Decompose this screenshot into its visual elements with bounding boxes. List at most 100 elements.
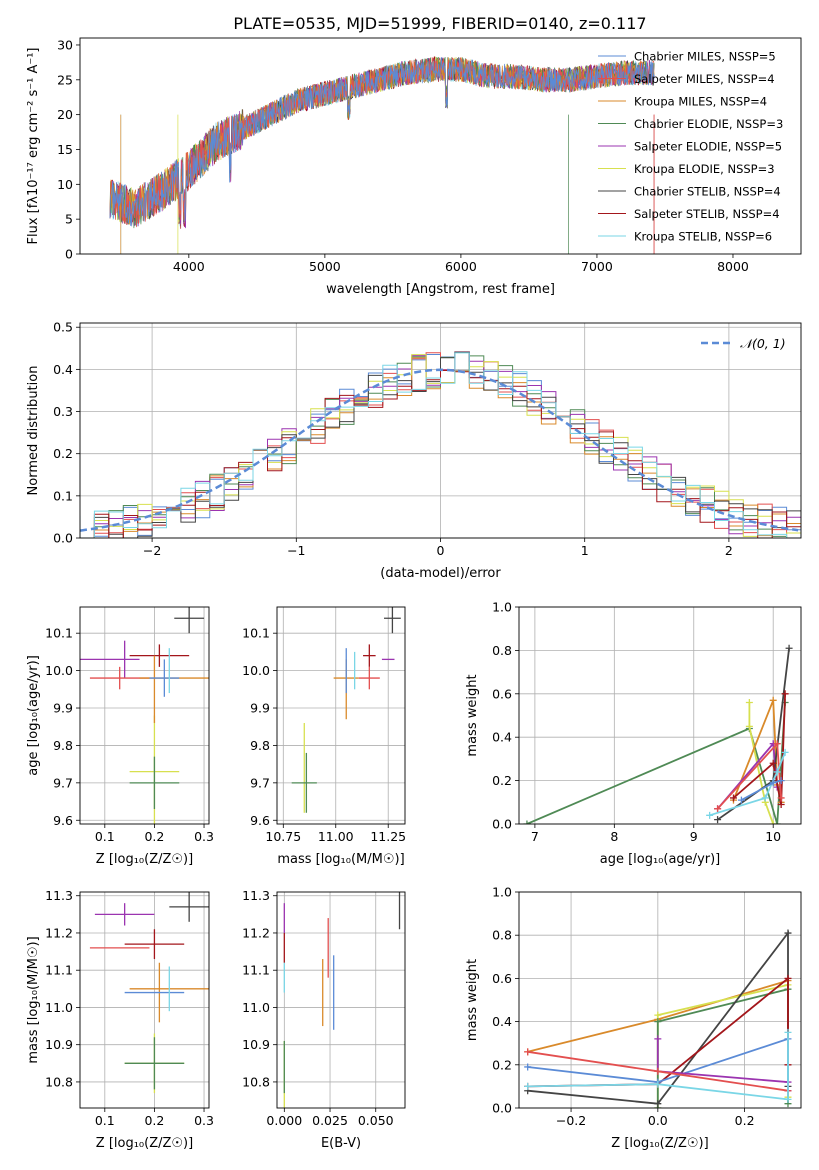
y-tick-label: 10.8 [45,1074,73,1089]
weight-point [769,759,777,767]
y-tick-label: 0.3 [53,404,73,419]
y-tick-label: 0.8 [492,928,512,943]
legend-label: Kroupa MILES, NSSP=4 [634,95,767,109]
chart-mass-vs-z: 0.1 0.2 0.3 10.8 10.9 11.0 11.1 11.2 11.3 Z [log₁… [26,888,214,1151]
weight-point [769,820,777,824]
x-axis-label: age [log₁₀(age/yr)] [600,852,721,867]
weight-point [524,1048,532,1056]
weight-point [784,1028,792,1036]
plot-area [283,892,401,1108]
y-tick-label: 0.0 [492,817,512,832]
y-tick-label: 0.6 [492,971,512,986]
x-axis-label: Z [log₁₀(Z/Z☉)] [96,1136,193,1151]
weight-point [714,816,722,824]
chart-residuals: −2 −1 0 1 2 0.0 0.1 0.2 0.3 0.4 0.5 𝒩(0, 1) (data-mo… [26,320,802,581]
axes-frame [79,606,210,825]
weight-point [714,805,722,813]
y-axis-label: mass [log₁₀(M/M☉)] [26,936,41,1063]
weight-point [745,722,753,730]
x-tick-label: 0.000 [266,1113,302,1128]
weight-series-0 [526,702,786,824]
x-tick-label: 0.3 [194,1113,214,1128]
y-tick-label: 5 [65,212,73,227]
weight-point [654,1080,662,1088]
weight-series-1 [748,702,775,824]
x-tick-label: 6000 [445,259,477,274]
y-tick-label: 9.9 [53,701,73,716]
weight-point [654,1035,662,1043]
y-axis-label: mass weight [465,959,480,1041]
chart-age-vs-mass: 10.75 11.00 11.25 9.6 9.7 9.8 9.9 10.0 10.1 mass … [242,606,406,867]
plot-area [291,607,401,813]
y-tick-label: 11.1 [45,963,73,978]
weight-point [784,974,792,982]
chart-spectrum: 4000 5000 6000 7000 8000 0 5 10 15 20 25 30 waveleng… [26,37,802,297]
x-tick-label: 11.00 [318,829,354,844]
legend-label: 𝒩(0, 1) [740,336,786,351]
plot-area [80,351,801,538]
gaussian-curve [80,368,799,532]
y-tick-label: 9.7 [53,775,73,790]
y-tick-label: 10.9 [45,1037,73,1052]
x-tick-label: 10.75 [265,829,301,844]
y-tick-label: 0.2 [492,773,512,788]
weight-point [777,794,785,802]
x-tick-label: 0.0 [648,1113,668,1128]
weight-point [745,698,753,706]
spectrum-series-0 [109,56,655,227]
plot-area [89,892,209,1094]
weight-point [737,796,745,804]
y-tick-label: 0.4 [492,730,512,745]
y-tick-label: 10.0 [242,663,270,678]
weight-point [777,800,785,808]
y-tick-label: 9.6 [53,813,73,828]
legend-label: Kroupa STELIB, NSSP=6 [634,230,772,244]
spectrum-series-1 [109,57,655,254]
y-tick-label: 0.0 [492,1101,512,1116]
y-tick-label: 9.8 [53,738,73,753]
x-tick-label: 0.3 [194,829,214,844]
x-axis-label: mass [log₁₀(M/M☉)] [277,852,404,867]
y-tick-label: 11.1 [242,963,270,978]
y-tick-label: 11.2 [242,925,270,940]
x-tick-label: 7 [531,829,539,844]
y-tick-label: 9.7 [250,775,270,790]
x-tick-label: −1 [287,543,305,558]
weight-point [706,811,714,819]
x-tick-label: 5000 [309,259,341,274]
y-tick-label: 0.0 [53,531,73,546]
y-tick-label: 10 [57,177,73,192]
chart-mass-vs-ebv: 0.000 0.025 0.050 10.8 10.9 11.0 11.1 11.2 11.3 E… [242,888,406,1151]
weight-point [729,794,737,802]
x-tick-label: 0.2 [735,1113,755,1128]
weight-point [773,768,781,776]
legend-label: Salpeter ELODIE, NSSP=5 [634,140,782,154]
y-tick-label: 10.9 [242,1037,270,1052]
plot-area [523,644,793,824]
y-tick-label: 0.4 [53,362,73,377]
x-tick-label: 0.025 [312,1113,348,1128]
axes-frame [79,37,802,255]
weight-series-8 [527,1032,789,1101]
legend-label: Kroupa ELODIE, NSSP=3 [634,162,775,176]
x-tick-label: 10 [765,829,781,844]
x-tick-label: 0.2 [144,829,164,844]
weight-point [773,740,781,748]
y-tick-label: 0 [65,247,73,262]
weight-point [784,1095,792,1103]
figure-title: PLATE=0535, MJD=51999, FIBERID=0140, z=0… [233,14,646,33]
axes-frame [518,606,802,825]
chart-age-vs-z: 0.1 0.2 0.3 9.6 9.7 9.8 9.9 10.0 10.1 Z [log₁₀(Z/… [26,606,214,867]
y-tick-label: 0.2 [53,446,73,461]
x-axis-label: Z [log₁₀(Z/Z☉)] [611,1136,708,1151]
legend-label: Chabrier ELODIE, NSSP=3 [634,117,783,131]
y-axis-label: Normed distribution [26,366,41,496]
legend-label: Chabrier STELIB, NSSP=4 [634,185,781,199]
histogram-series-8 [80,352,801,538]
weight-point [773,820,781,824]
axes-frame [276,606,406,825]
y-axis-label: mass weight [465,674,480,756]
y-tick-label: 0.1 [53,488,73,503]
x-tick-label: 8000 [717,259,749,274]
